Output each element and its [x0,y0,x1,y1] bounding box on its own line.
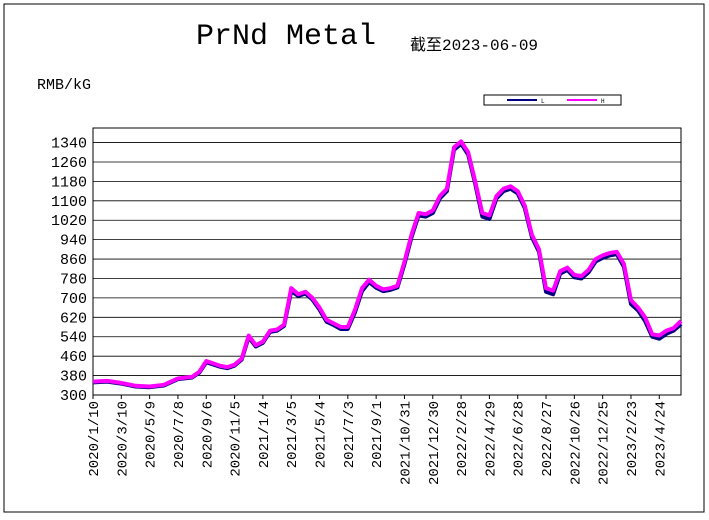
legend-label: L [541,98,545,105]
plot-area [92,127,682,396]
x-tick-label: 2023/4/24 [653,401,669,477]
x-tick-label: 2020/3/10 [115,401,131,477]
x-tick-label: 2022/6/28 [512,401,528,477]
x-tick-label: 2023/2/23 [625,401,641,477]
x-tick-label: 2020/11/5 [229,401,245,477]
x-tick-label: 2021/10/31 [398,401,414,485]
y-tick-label: 1260 [51,155,87,172]
x-tick-label: 2020/1/10 [87,401,103,477]
x-tick-label: 2021/12/30 [427,401,443,485]
x-tick-label: 2021/9/1 [370,401,386,468]
y-tick-label: 780 [60,271,87,288]
x-tick-label: 2022/10/26 [568,401,584,485]
y-tick-label: 380 [60,369,87,386]
x-tick-label: 2022/2/28 [455,401,471,477]
x-tick-label: 2021/1/4 [257,401,273,468]
x-tick-label: 2020/9/6 [200,401,216,468]
y-tick-label: 300 [60,388,87,405]
y-tick-label: 860 [60,252,87,269]
y-tick-label: 620 [60,310,87,327]
y-axis-label: RMB/kG [37,77,91,94]
y-tick-label: 460 [60,349,87,366]
chart-subtitle: 截至2023-06-09 [410,36,538,55]
x-tick-label: 2022/12/25 [597,401,613,485]
x-tick-label: 2020/5/9 [144,401,160,468]
y-tick-label: 540 [60,330,87,347]
series-line [92,139,683,389]
y-tick-label: 940 [60,233,87,250]
x-tick-label: 2022/8/27 [540,401,556,477]
y-tick-label: 1180 [51,174,87,191]
y-tick-label: 1340 [51,136,87,153]
legend-box [483,94,622,106]
chart-title: PrNd Metal [196,20,376,54]
x-tick-label: 2020/7/8 [172,401,188,468]
y-tick-label: 1100 [51,194,87,211]
x-tick-label: 2021/5/4 [314,401,330,468]
legend-label: H [601,98,605,105]
y-tick-label: 1020 [51,213,87,230]
y-tick-label: 700 [60,291,87,308]
x-tick-label: 2022/4/29 [483,401,499,477]
x-tick-label: 2021/7/3 [342,401,358,468]
x-tick-label: 2021/3/5 [285,401,301,468]
